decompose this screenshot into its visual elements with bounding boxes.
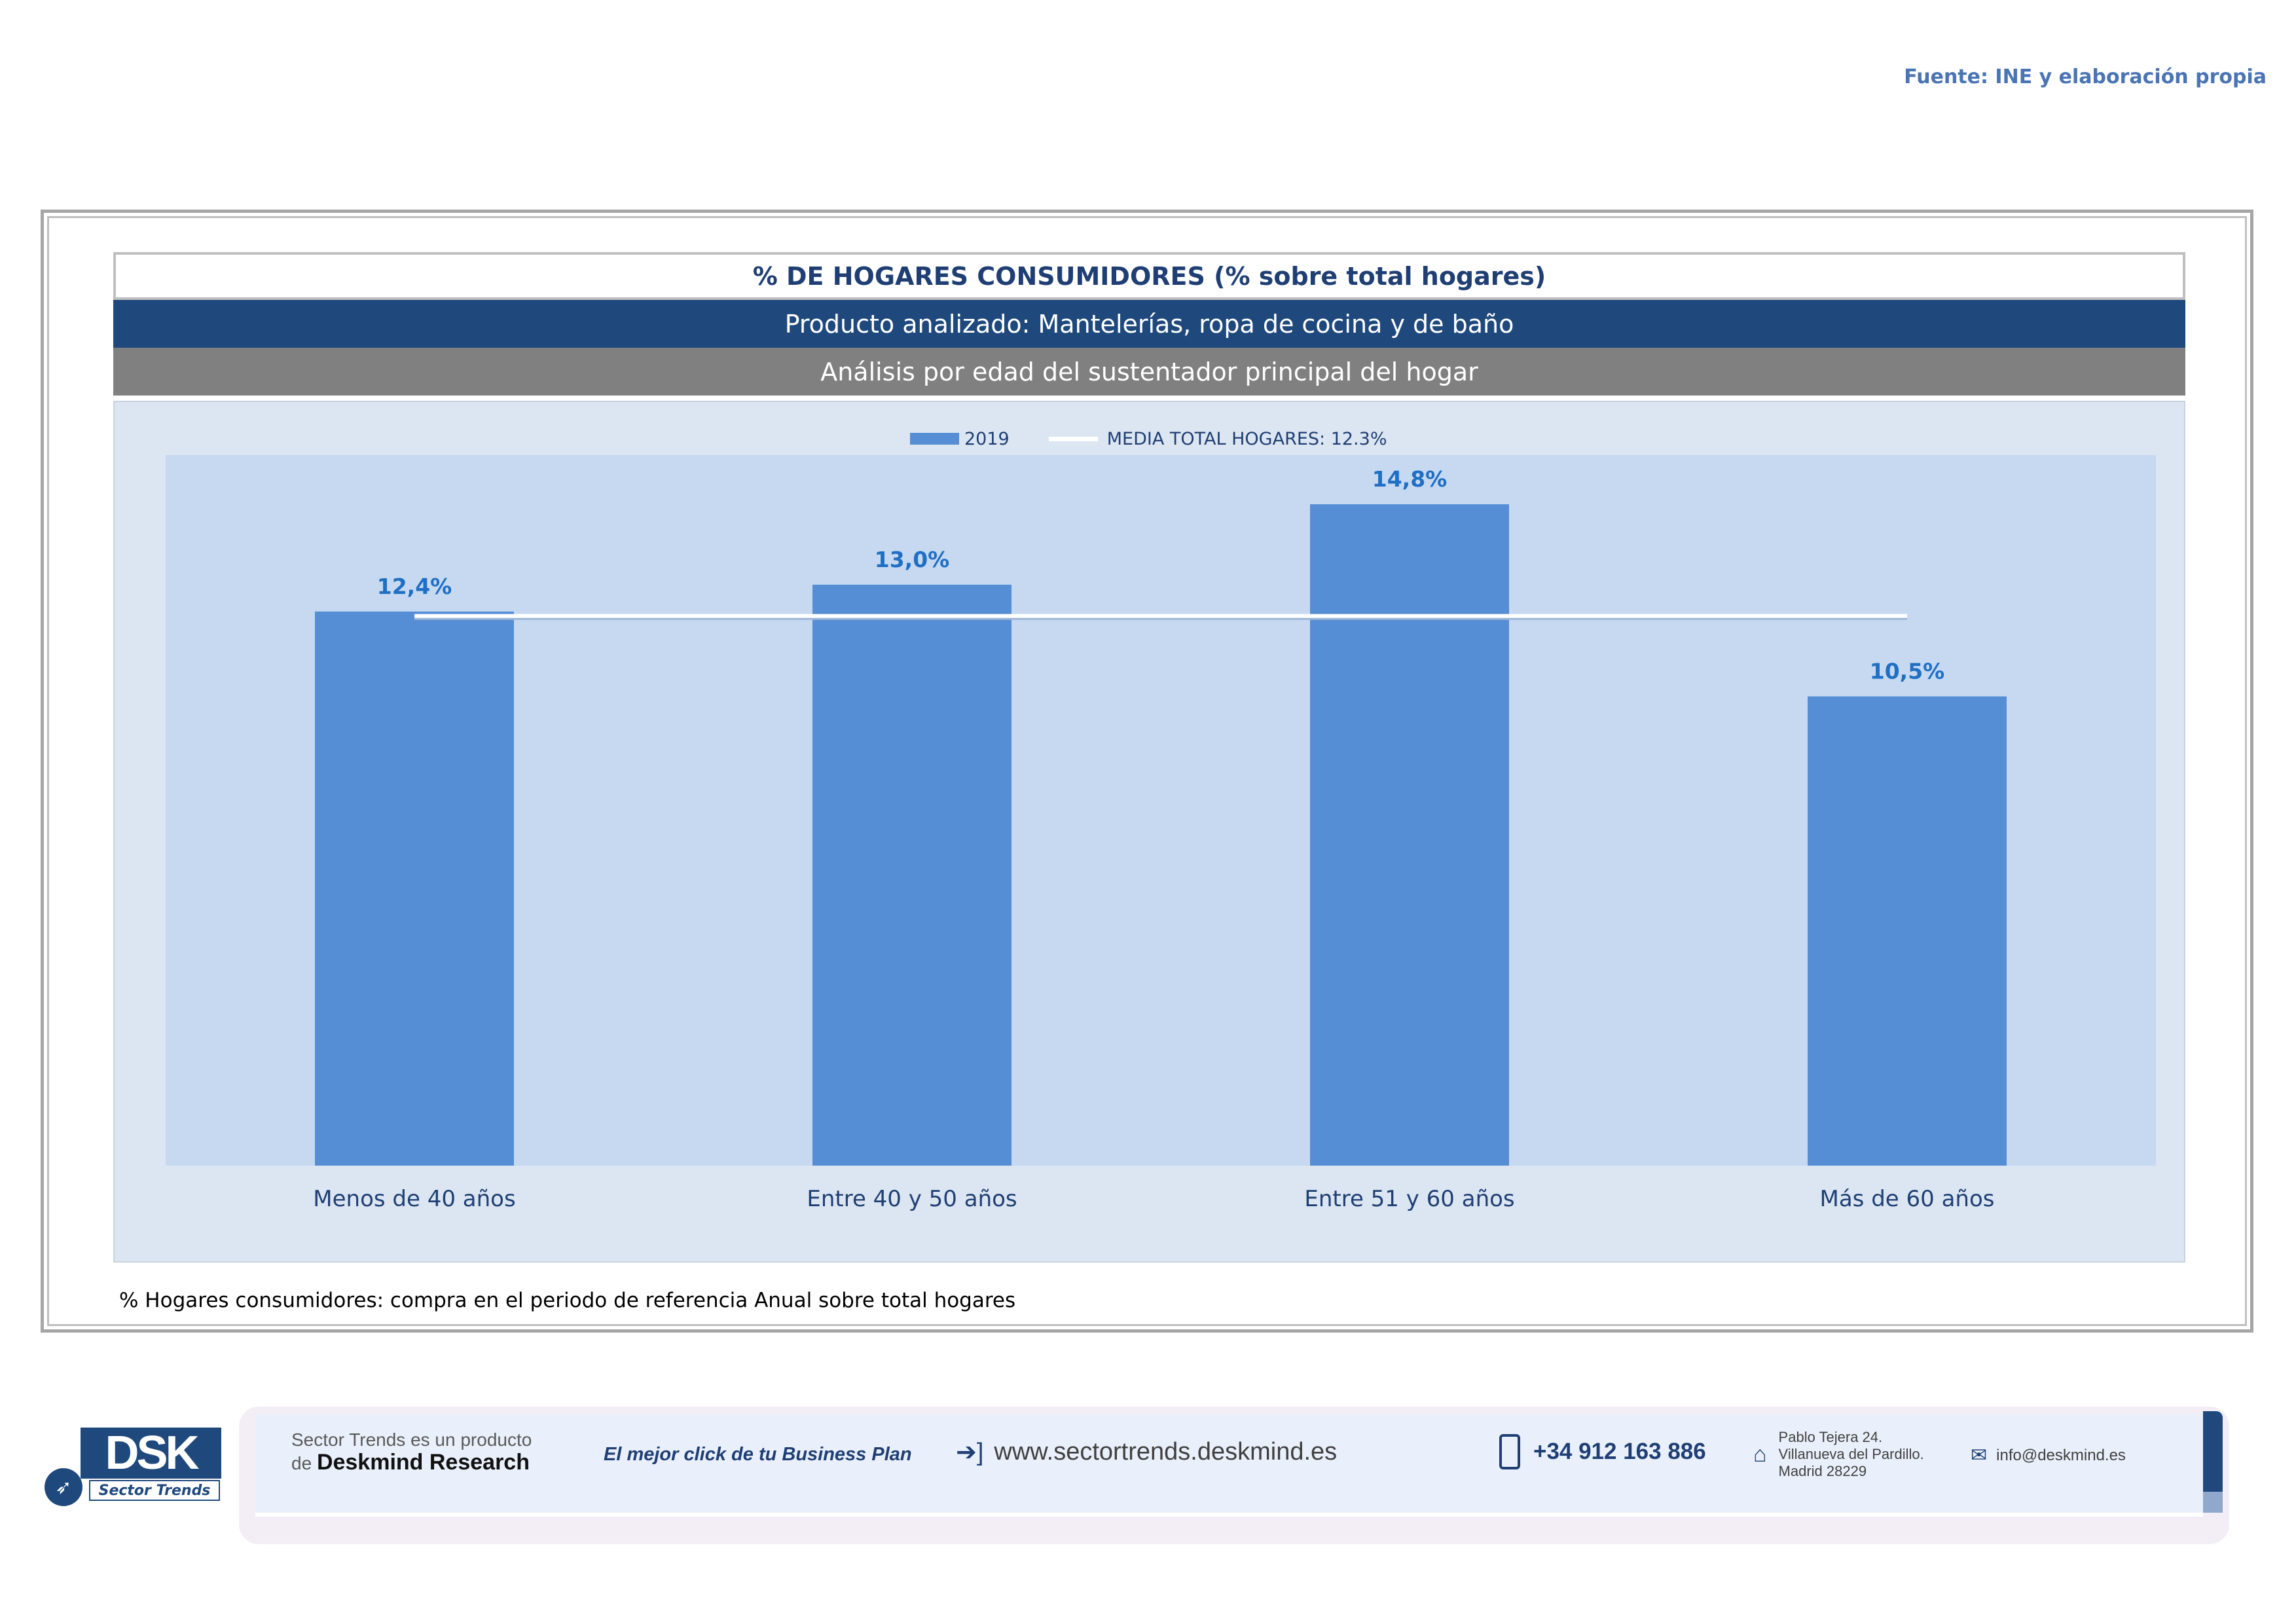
legend-swatch-bars [910,433,959,445]
logo-text: DSK [81,1427,221,1479]
phone-text: +34 912 163 886 [1533,1439,1706,1464]
product-subtitle: Producto analizado: Mantelerías, ropa de… [113,300,2185,348]
chart-frame-inner [47,216,2247,1326]
x-tick-label-3: Entre 51 y 60 años [1304,1186,1514,1212]
x-tick-label-1: Menos de 40 años [313,1186,515,1212]
legend-label-average: MEDIA TOTAL HOGARES: 12.3% [1106,428,1387,449]
footer-address: ⌂ Pablo Tejera 24. Villanueva del Pardil… [1753,1429,1924,1480]
bar-3 [1310,504,1509,1166]
footer-email-link[interactable]: ✉ info@deskmind.es [1971,1444,2126,1467]
email-text: info@deskmind.es [1996,1446,2126,1464]
footer-slogan: El mejor click de tu Business Plan [604,1444,912,1465]
banner-accent-lower [2203,1492,2223,1513]
arrow-link-icon: ➔] [956,1439,984,1466]
address-line-1: Pablo Tejera 24. [1778,1429,1883,1445]
source-note: Fuente: INE y elaboración propia [1904,65,2267,88]
chart-title: % DE HOGARES CONSUMIDORES (% sobre total… [113,252,2185,300]
bar-4 [1808,696,2007,1166]
chart-legend: 2019 MEDIA TOTAL HOGARES: 12.3% [910,426,1387,452]
footer-tagline: Sector Trends es un producto de Deskmind… [291,1429,532,1475]
data-label-2: 13,0% [875,547,950,572]
tagline-line-2: de Deskmind Research [291,1451,532,1475]
logo-subtitle: Sector Trends [89,1480,220,1501]
footer-phone[interactable]: +34 912 163 886 [1499,1434,1706,1469]
data-label-3: 14,8% [1372,466,1448,492]
data-label-1: 12,4% [377,574,452,599]
tagline-line-1: Sector Trends es un producto [291,1430,532,1450]
legend-swatch-line [1048,436,1098,441]
footer-banner [255,1414,2203,1517]
deskmind-logo: DSK Sector Trends ➶ [45,1427,221,1506]
phone-icon [1499,1434,1520,1469]
website-text: www.sectortrends.deskmind.es [994,1438,1338,1466]
x-tick-label-4: Más de 60 años [1820,1186,1995,1212]
tagline-brand: Deskmind Research [316,1450,530,1475]
data-label-4: 10,5% [1870,658,1945,684]
chart-frame-outer [41,210,2253,1333]
bar-2 [812,584,1011,1166]
x-tick-label-2: Entre 40 y 50 años [807,1186,1017,1212]
bar-1 [315,611,514,1166]
home-icon: ⌂ [1753,1442,1767,1467]
tagline-prefix: de [291,1453,312,1473]
address-line-2: Villanueva del Pardillo. [1778,1446,1924,1462]
analysis-subtitle: Análisis por edad del sustentador princi… [113,348,2185,396]
legend-label-series: 2019 [964,428,1010,449]
footer-website-link[interactable]: ➔] www.sectortrends.deskmind.es [956,1437,1337,1467]
footnote: % Hogares consumidores: compra en el per… [119,1289,1016,1312]
rocket-icon: ➶ [45,1468,82,1506]
mail-icon: ✉ [1971,1445,1988,1466]
address-line-3: Madrid 28229 [1778,1463,1867,1479]
